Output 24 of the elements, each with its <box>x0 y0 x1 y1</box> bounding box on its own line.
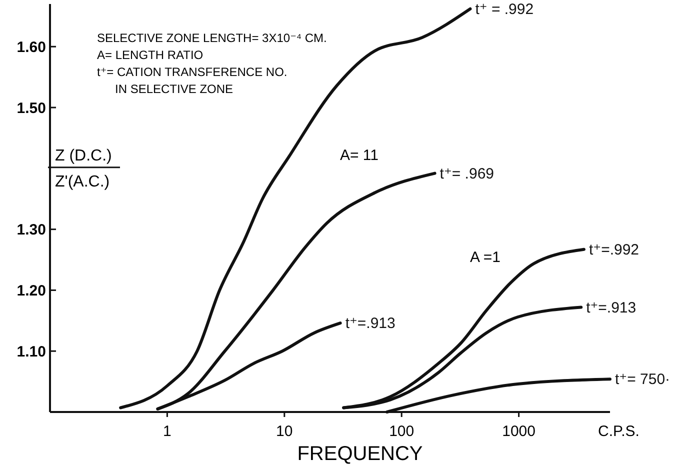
series-label: t⁺ = .992 <box>475 0 534 18</box>
series-label: t⁺=.992 <box>589 241 640 258</box>
annotation: t⁺= CATION TRANSFERENCE NO. <box>97 65 288 79</box>
annotation: A= 11 <box>340 147 379 164</box>
series-label: t⁺= 750· <box>615 371 670 388</box>
annotation: A =1 <box>470 249 500 266</box>
annotation: A= LENGTH RATIO <box>97 48 204 62</box>
y-tick-label: 1.60 <box>16 38 46 56</box>
y-tick-label: 1.20 <box>16 282 46 300</box>
annotation: IN SELECTIVE ZONE <box>115 82 234 96</box>
x-tick-label: 1 <box>163 423 172 440</box>
x-tick-label: 100 <box>389 423 414 440</box>
series-label: t⁺=.913 <box>345 315 396 332</box>
series-label: t⁺=.913 <box>586 299 636 316</box>
x-axis-title: FREQUENCY <box>297 443 423 465</box>
annotation: SELECTIVE ZONE LENGTH= 3X10⁻⁴ CM. <box>97 31 327 45</box>
series-label: t⁺= .969 <box>440 165 494 182</box>
y-axis-title: Z (D.C.) Z'(A.C.) <box>55 147 112 190</box>
y-tick-label: 1.10 <box>16 343 46 360</box>
x-tick-label: 10 <box>276 423 293 440</box>
text: C.P.S. <box>598 423 640 440</box>
x-tick-label: 1000 <box>502 423 536 440</box>
y-tick-label: 1.30 <box>16 222 46 239</box>
y-tick-label: 1.50 <box>16 100 46 117</box>
